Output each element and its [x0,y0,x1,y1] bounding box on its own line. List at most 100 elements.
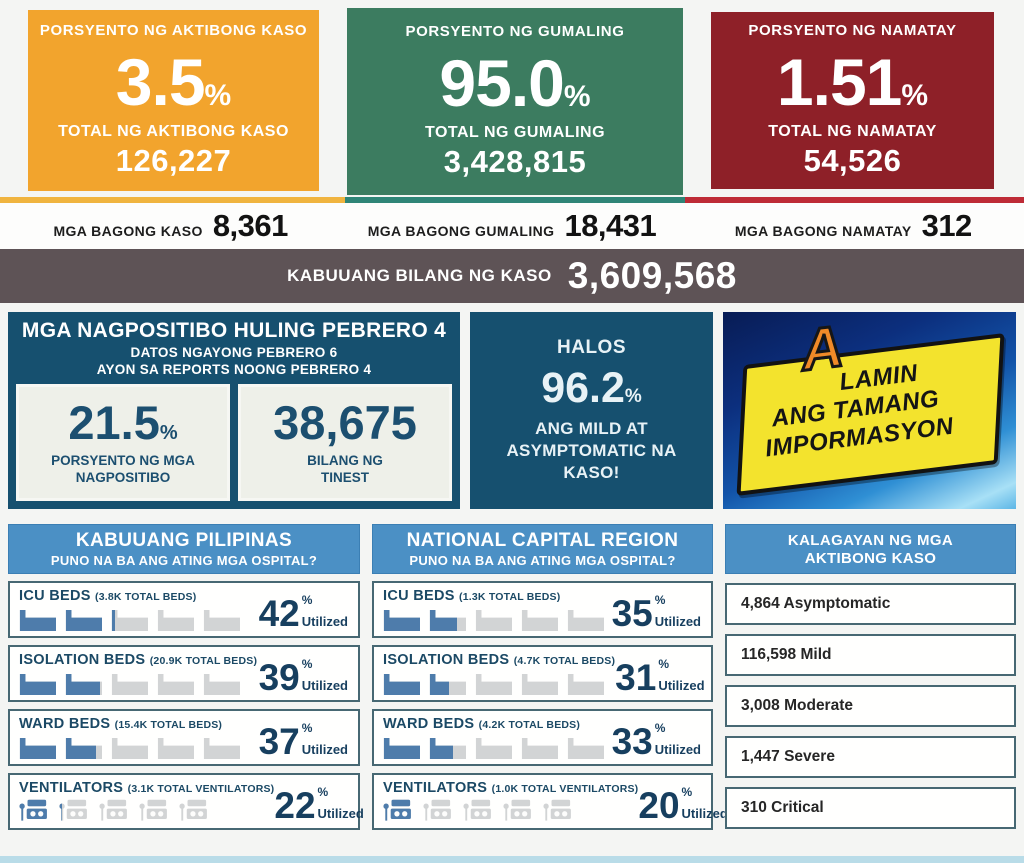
utilization: 42 % Utilized [258,592,348,634]
recovered-percent: 95.0% [439,46,591,120]
new-cases-row: MGA BAGONG KASO 8,361 MGA BAGONG GUMALIN… [0,203,1024,249]
hospital-bed-icon [111,610,148,631]
total-cases-bar: KABUUANG BILANG NG KASO 3,609,568 [0,249,1024,303]
new-recoveries-group: MGA BAGONG GUMALING 18,431 [341,208,682,244]
positivity-subtitle-2: AYON SA REPORTS NOONG PEBRERO 4 [96,362,372,377]
status-row-mild: 116,598 Mild [725,634,1016,676]
new-deaths-value: 312 [921,208,973,243]
ventilator-pictograph [19,799,274,823]
edge-teal [345,197,685,203]
bottom-strip [0,856,1024,863]
hospital-bed-icon [567,674,604,695]
hospital-bed-icon [157,674,194,695]
deaths-card: PORSYENTO NG NAMATAY 1.51% TOTAL NG NAMA… [711,12,994,189]
ventilators-row: VENTILATORS (3.1K TOTAL VENTILATORS) 22 … [8,773,364,830]
summary-cards: PORSYENTO NG AKTIBONG KASO 3.5% TOTAL NG… [0,0,1024,197]
icu-beds-row: ICU BEDS (3.8K TOTAL BEDS) 42 % Utilized [8,581,360,638]
hospital-bed-icon [157,738,194,759]
utilization: 31 % Utilized [615,656,705,698]
banner-lead-letter: A [796,312,848,385]
deaths-card-wrap: PORSYENTO NG NAMATAY 1.51% TOTAL NG NAMA… [685,0,1024,197]
tests-label: BILANG NG TINEST [307,452,383,485]
deaths-percent: 1.51% [776,45,929,119]
positivity-card: MGA NAGPOSITIBO HULING PEBRERO 4 DATOS N… [8,312,460,509]
hospital-bed-icon [521,610,558,631]
mild-percent: 96.2% [541,363,642,412]
ncr-hospital-column: NATIONAL CAPITAL REGION PUNO NA BA ANG A… [372,524,728,830]
isolation-beds-row: ISOLATION BEDS (20.9K TOTAL BEDS) 39 % Ut… [8,645,360,702]
hospital-bed-icon [475,738,512,759]
active-cases-card-wrap: PORSYENTO NG AKTIBONG KASO 3.5% TOTAL NG… [0,0,345,197]
ventilator-icon [59,799,90,823]
active-percent: 3.5% [115,45,232,119]
card-title: PORSYENTO NG NAMATAY [748,22,957,39]
ward-beds-row: WARD BEDS (15.4K TOTAL BEDS) 37 % Utilize… [8,709,360,766]
ventilator-icon [99,799,130,823]
hospital-bed-icon [19,610,56,631]
ventilator-icon [543,799,574,823]
middle-section: MGA NAGPOSITIBO HULING PEBRERO 4 DATOS N… [0,303,1024,517]
active-case-status-column: KALAGAYAN NG MGA AKTIBONG KASO 4,864 Asy… [725,524,1016,830]
utilization: 20 % Utilized [638,784,728,826]
new-deaths-label: MGA BAGONG NAMATAY [734,223,912,239]
mild-card-text: ANG MILD AT ASYMPTOMATIC NA KASO! [506,418,677,483]
status-row-moderate: 3,008 Moderate [725,685,1016,727]
positivity-rate: 21.5% [68,395,178,449]
ventilators-row: VENTILATORS (1.0K TOTAL VENTILATORS) 20 … [372,773,728,830]
bed-pictograph [383,738,604,759]
mild-card-lead: HALOS [557,336,626,358]
positivity-subtitle-1: DATOS NGAYONG PEBRERO 6 [130,345,338,360]
hospital-bed-icon [521,738,558,759]
positivity-rate-box: 21.5% PORSYENTO NG MGA NAGPOSITIBO [16,384,230,501]
bottom-section: KABUUANG PILIPINAS PUNO NA BA ANG ATING … [0,517,1024,830]
status-row-severe: 1,447 Severe [725,736,1016,778]
new-recoveries-value: 18,431 [564,208,657,243]
utilization: 37 % Utilized [258,720,348,762]
hospital-bed-icon [429,610,466,631]
hospital-bed-icon [19,738,56,759]
positivity-boxes: 21.5% PORSYENTO NG MGA NAGPOSITIBO 38,67… [16,384,452,501]
bed-pictograph [383,674,615,695]
hospital-bed-icon [203,674,240,695]
utilization: 22 % Utilized [274,784,364,826]
bed-pictograph [19,674,257,695]
card-total-label: TOTAL NG AKTIBONG KASO [58,123,289,140]
new-deaths-group: MGA BAGONG NAMATAY 312 [683,208,1024,244]
utilization: 33 % Utilized [611,720,701,762]
hospital-bed-icon [383,738,420,759]
deaths-total: 54,526 [803,143,902,178]
hospital-bed-icon [429,738,466,759]
tests-box: 38,675 BILANG NG TINEST [238,384,452,501]
hospital-bed-icon [157,610,194,631]
ventilator-icon [383,799,414,823]
info-banner: A LAMIN ANG TAMANG IMPORMASYON [723,312,1016,509]
hospital-bed-icon [429,674,466,695]
ventilator-pictograph [383,799,638,823]
utilization: 35 % Utilized [611,592,701,634]
ventilator-icon [19,799,50,823]
ventilator-icon [463,799,494,823]
new-cases-label: MGA BAGONG KASO [53,223,203,239]
hospital-bed-icon [567,738,604,759]
hospital-bed-icon [521,674,558,695]
philippines-hospital-column: KABUUANG PILIPINAS PUNO NA BA ANG ATING … [8,524,364,830]
hospital-bed-icon [203,738,240,759]
hospital-bed-icon [65,610,102,631]
hospital-bed-icon [383,610,420,631]
ventilator-icon [179,799,210,823]
card-edge-strip [0,197,1024,203]
utilization: 39 % Utilized [258,656,348,698]
hospital-bed-icon [111,674,148,695]
ward-beds-row: WARD BEDS (4.2K TOTAL BEDS) 33 % Utilized [372,709,713,766]
philippines-header: KABUUANG PILIPINAS PUNO NA BA ANG ATING … [8,524,360,574]
ventilator-icon [503,799,534,823]
hospital-bed-icon [65,738,102,759]
new-recoveries-label: MGA BAGONG GUMALING [367,223,555,239]
status-header: KALAGAYAN NG MGA AKTIBONG KASO [725,524,1016,574]
hospital-bed-icon [567,610,604,631]
icu-beds-row: ICU BEDS (1.3K TOTAL BEDS) 35 % Utilized [372,581,713,638]
ventilator-icon [423,799,454,823]
bed-pictograph [19,738,240,759]
hospital-bed-icon [111,738,148,759]
